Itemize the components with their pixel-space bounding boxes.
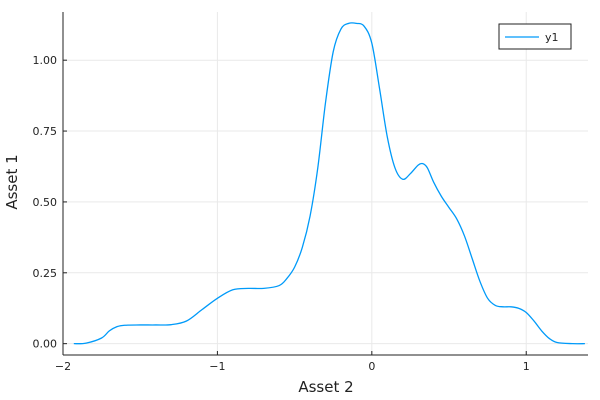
- legend-label-y1: y1: [545, 31, 559, 44]
- x-axis-title: Asset 2: [298, 378, 353, 396]
- y-tick-label: 0.75: [33, 125, 58, 138]
- y-tick-label: 0.25: [33, 267, 58, 280]
- tick-labels: −2 −1 0 1 0.00 0.25 0.50 0.75 1.00: [33, 54, 530, 373]
- x-tick-label: −1: [209, 360, 225, 373]
- y-tick-label: 1.00: [33, 54, 58, 67]
- series-layer: [73, 22, 585, 345]
- y-tick-label: 0.50: [33, 196, 58, 209]
- x-tick-label: 0: [368, 360, 375, 373]
- x-tick-label: −2: [55, 360, 71, 373]
- legend: y1: [498, 23, 572, 50]
- grid-lines: [62, 12, 588, 355]
- y-axis-title: Asset 1: [3, 154, 21, 209]
- y-tick-label: 0.00: [33, 338, 58, 351]
- series-line-y1: [73, 22, 585, 345]
- axes: [62, 12, 588, 356]
- x-tick-label: 1: [523, 360, 530, 373]
